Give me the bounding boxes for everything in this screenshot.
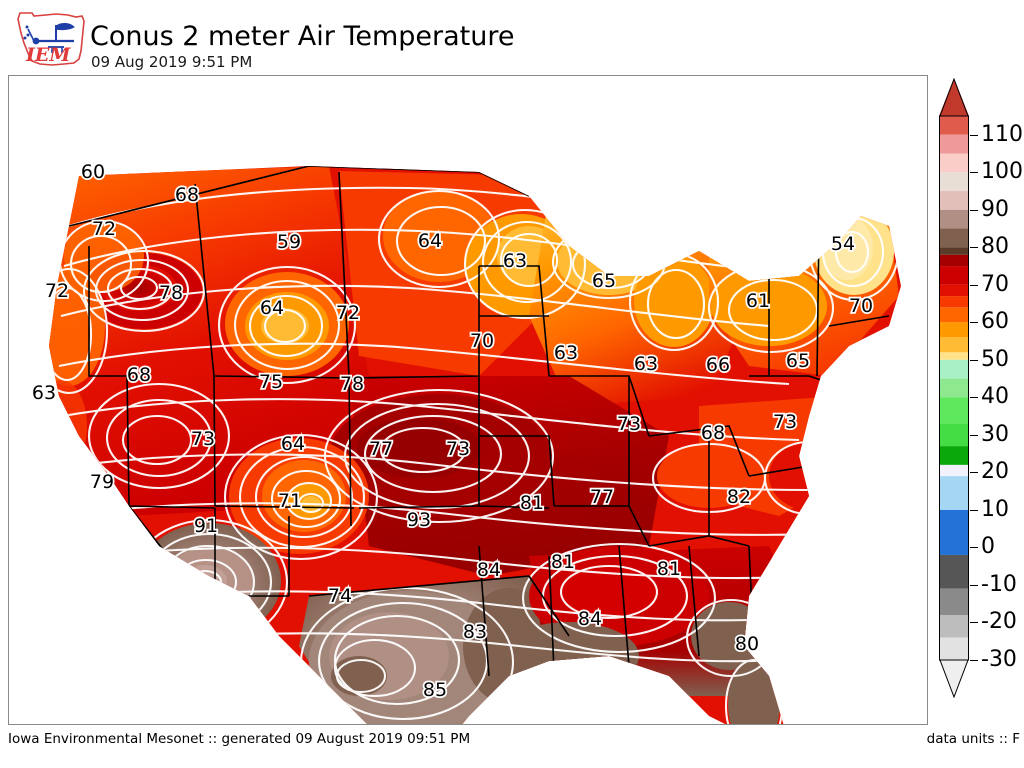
colorbar-band (939, 588, 969, 615)
colorbar-tick-label: 0 (981, 534, 995, 560)
colorbar-tick-label: 80 (981, 234, 1009, 260)
colorbar-band (939, 359, 969, 379)
colorbar-band (939, 134, 969, 154)
colorbar-tick-label: 70 (981, 271, 1009, 297)
colorbar-band (939, 464, 969, 477)
header: IEM Conus 2 meter Air Temperature 09 Aug… (0, 0, 1024, 75)
colorbar-tick (970, 284, 978, 286)
conus-temperature-map (49, 166, 901, 724)
colorbar-band (939, 247, 969, 255)
colorbar-tick (970, 547, 978, 549)
iem-logo[interactable]: IEM (12, 7, 90, 69)
colorbar-band (939, 284, 969, 297)
colorbar-band (939, 307, 969, 323)
colorbar-tick (970, 622, 978, 624)
wind-vane-icon (23, 23, 75, 53)
colorbar-band (939, 209, 969, 229)
colorbar-tick (970, 584, 978, 586)
colorbar-band (939, 116, 969, 135)
colorbar-band (939, 423, 969, 447)
colorbar-band (939, 266, 969, 285)
colorbar-tick (970, 660, 978, 661)
colorbar-band (939, 254, 969, 267)
colorbar-band (939, 172, 969, 192)
colorbar-tick (970, 359, 978, 361)
colorbar-band (939, 476, 969, 510)
colorbar-tick-label: 40 (981, 384, 1009, 410)
colorbar-tick-label: 20 (981, 459, 1009, 485)
colorbar-tick-label: 110 (981, 121, 1023, 147)
colorbar-band (939, 191, 969, 210)
colorbar-tick (970, 509, 978, 511)
colorbar-tick-label: -20 (981, 609, 1017, 635)
colorbar-tick-label: -10 (981, 571, 1017, 597)
footer-credit: Iowa Environmental Mesonet :: generated … (8, 731, 471, 747)
colorbar-tick (970, 472, 978, 474)
colorbar-tick (970, 209, 978, 211)
colorbar-band (939, 378, 969, 398)
page-subtitle: 09 Aug 2019 9:51 PM (91, 53, 253, 71)
colorbar-tick-label: 100 (981, 159, 1023, 185)
map-canvas[interactable]: 60 60 68 68 72 72 59 59 64 64 63 63 54 54 72 72 78 78 65 65… (8, 75, 928, 725)
footer-units: data units :: F (926, 731, 1020, 747)
colorbar-band (939, 228, 969, 248)
colorbar-under-arrow (939, 660, 969, 698)
colorbar-tick-label: -30 (981, 647, 1017, 672)
colorbar-band (939, 296, 969, 308)
colorbar-band (939, 614, 969, 638)
colorbar-legend[interactable]: 110 100 90 80 70 60 50 40 30 20 10 0 -10 -20 -30 (939, 78, 1024, 698)
colorbar-tick (970, 322, 978, 324)
colorbar-band (939, 352, 969, 360)
page-title: Conus 2 meter Air Temperature (90, 21, 515, 52)
colorbar-tick (970, 397, 978, 399)
colorbar-band (939, 637, 969, 660)
colorbar-band (939, 322, 969, 338)
colorbar-tick-label: 30 (981, 421, 1009, 447)
colorbar-tick (970, 247, 978, 249)
colorbar-gradient (939, 78, 969, 698)
colorbar-band (939, 446, 969, 465)
colorbar-band (939, 554, 969, 589)
colorbar-band (939, 509, 969, 555)
colorbar-band (939, 153, 969, 173)
colorbar-tick (970, 434, 978, 436)
colorbar-over-arrow (939, 78, 969, 116)
colorbar-tick (970, 172, 978, 174)
colorbar-tick-label: 60 (981, 309, 1009, 335)
colorbar-tick-label: 50 (981, 346, 1009, 372)
iem-logo-svg: IEM (17, 12, 85, 66)
colorbar-tick (970, 134, 978, 136)
iem-logo-text: IEM (25, 44, 71, 66)
colorbar-band (939, 397, 969, 424)
colorbar-tick-label: 10 (981, 496, 1009, 522)
colorbar-tick-label: 90 (981, 196, 1009, 222)
colorbar-band (939, 337, 969, 353)
